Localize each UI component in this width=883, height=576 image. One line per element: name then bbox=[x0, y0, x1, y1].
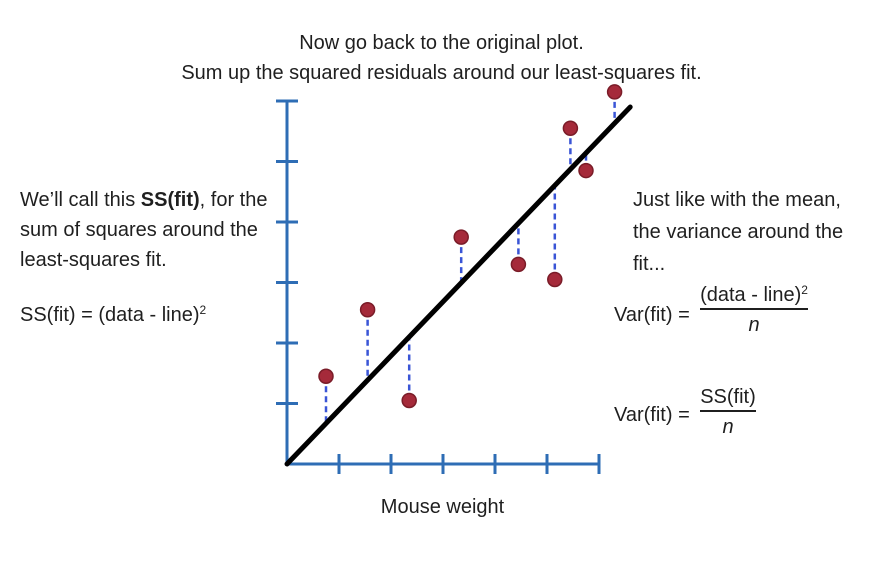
right-text-line-3: fit... bbox=[633, 253, 666, 275]
var-fit-fraction-1: (data - line)2 n bbox=[700, 282, 808, 340]
data-point bbox=[359, 301, 376, 318]
var-fit-fraction-2-numerator: SS(fit) bbox=[700, 386, 756, 408]
left-text-line-1-pre: We’ll call this bbox=[20, 189, 141, 211]
data-point bbox=[606, 84, 623, 100]
data-points bbox=[318, 84, 623, 409]
var-fit-fraction-1-exponent: 2 bbox=[801, 283, 808, 297]
right-text-line-1: Just like with the mean, bbox=[633, 189, 841, 211]
ss-fit-formula: SS(fit) = (data - line)2 bbox=[20, 300, 206, 330]
var-fit-label-1: Var(fit) = bbox=[614, 304, 690, 326]
residual-lines bbox=[324, 91, 616, 424]
left-text-line-3: least-squares fit. bbox=[20, 249, 167, 271]
least-squares-fit-line bbox=[284, 104, 633, 467]
data-point bbox=[318, 368, 334, 385]
header-line-2: Sum up the squared residuals around our … bbox=[181, 62, 702, 84]
var-fit-fraction-1-numerator-text: (data - line) bbox=[700, 284, 802, 306]
ss-fit-bold: SS(fit) bbox=[140, 189, 200, 211]
var-fit-fraction-1-denominator: n bbox=[748, 314, 760, 336]
left-text-line-2: sum of squares around the bbox=[20, 219, 258, 241]
var-fit-label-2: Var(fit) = bbox=[614, 404, 690, 426]
data-point bbox=[578, 162, 594, 179]
fraction-bar-1 bbox=[700, 308, 808, 310]
x-axis-label: Mouse weight bbox=[380, 496, 505, 518]
data-point bbox=[401, 392, 417, 409]
left-text-line-1-post: , for the bbox=[199, 189, 268, 211]
ss-fit-formula-text: SS(fit) = (data - line) bbox=[20, 304, 200, 326]
data-point bbox=[547, 271, 563, 288]
ss-fit-formula-exponent: 2 bbox=[199, 303, 207, 317]
var-fit-fraction-2-denominator: n bbox=[722, 416, 734, 438]
var-fit-fraction-1-numerator: (data - line)2 bbox=[700, 282, 808, 308]
data-point bbox=[562, 120, 579, 136]
left-text-line-1: We’ll call this SS(fit), for the bbox=[20, 185, 267, 215]
data-point bbox=[453, 229, 469, 245]
header-line-1: Now go back to the original plot. bbox=[299, 32, 584, 54]
fit-line-group bbox=[284, 104, 633, 467]
right-text-line-2: the variance around the bbox=[633, 221, 844, 243]
var-fit-fraction-2: SS(fit) n bbox=[700, 384, 756, 442]
fraction-bar-2 bbox=[700, 410, 756, 412]
axes bbox=[276, 99, 601, 474]
data-point bbox=[510, 256, 527, 273]
